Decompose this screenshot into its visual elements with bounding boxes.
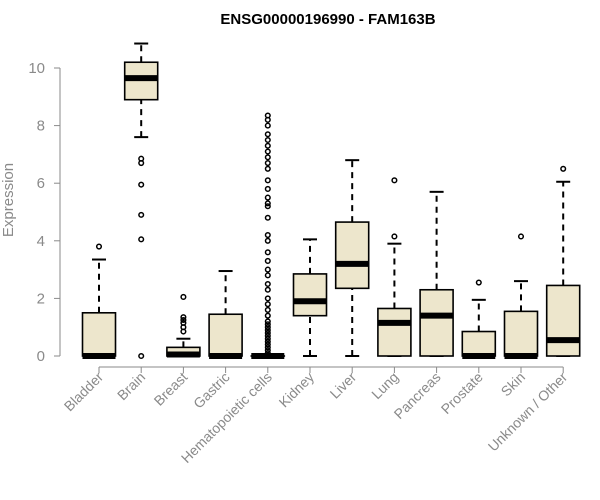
y-tick-label: 8 (37, 118, 45, 135)
chart-title: ENSG00000196990 - FAM163B (220, 11, 435, 28)
y-axis-label: Expression (0, 163, 17, 237)
outlier-point (264, 350, 271, 357)
outlier-point (264, 154, 271, 161)
outlier-point (517, 233, 525, 240)
outlier-point (138, 211, 145, 218)
outlier-point (264, 266, 271, 273)
outlier-point (264, 335, 271, 342)
y-tick-label: 2 (37, 290, 45, 307)
box (292, 273, 328, 317)
box-group (503, 233, 539, 359)
outlier-point (138, 181, 145, 188)
outlier-point (264, 321, 271, 328)
outlier-point (264, 185, 271, 193)
outlier-point (264, 165, 271, 172)
outlier-point (264, 249, 271, 256)
box (81, 311, 117, 357)
x-tick-label: Lung (368, 369, 401, 402)
x-tick-label: Unknown / Other (485, 369, 571, 455)
outlier-point (264, 148, 271, 155)
y-tick-label: 6 (37, 175, 45, 192)
outlier-point (264, 214, 271, 221)
outlier-point (180, 293, 187, 301)
box (461, 330, 497, 357)
box-group (81, 243, 117, 359)
outlier-point (264, 295, 271, 302)
outlier-point (138, 236, 145, 243)
outlier-point (264, 318, 271, 325)
outlier-point (138, 159, 145, 167)
outlier-point (180, 314, 187, 321)
outlier-point (138, 352, 145, 360)
outlier-point (264, 272, 271, 279)
box-group (419, 190, 454, 357)
box-group (334, 159, 370, 357)
outlier-point (264, 142, 271, 149)
box-group (250, 112, 286, 359)
outlier-point (180, 319, 187, 326)
outlier-point (264, 136, 271, 144)
box-group (545, 165, 581, 357)
x-tick-label: Pancreas (391, 369, 444, 422)
outlier-point (264, 324, 271, 331)
outlier-point (264, 306, 271, 313)
outlier-point (264, 177, 271, 184)
outlier-point (264, 257, 271, 265)
y-tick-label: 0 (37, 348, 45, 365)
box-group (461, 279, 497, 359)
box-group (292, 238, 328, 357)
outlier-point (264, 301, 271, 308)
x-tick-label: Skin (498, 369, 529, 400)
outlier-point (264, 329, 271, 337)
outlier-point (264, 237, 271, 244)
box (545, 284, 581, 357)
outlier-point (264, 341, 271, 348)
box (334, 221, 370, 290)
outlier-point (264, 280, 271, 288)
outlier-point (391, 177, 398, 184)
outlier-point (264, 203, 271, 210)
outlier-point (264, 122, 271, 129)
box (503, 310, 539, 357)
x-tick-label: Liver (327, 369, 360, 402)
y-axis: 0 2 4 6 8 10 (28, 60, 61, 365)
x-tick-label: Prostate (438, 369, 486, 417)
outlier-point (264, 194, 271, 201)
x-tick-label: Kidney (276, 369, 318, 411)
x-tick-label: Brain (114, 369, 148, 403)
outlier-point (264, 312, 271, 319)
y-tick-label: 10 (28, 60, 45, 77)
outlier-point (264, 131, 271, 138)
outlier-point (264, 112, 271, 119)
outlier-point (264, 200, 271, 207)
box-group (377, 177, 412, 357)
outlier-point (264, 338, 271, 345)
x-tick-label: Bladder (61, 369, 107, 415)
box (208, 313, 243, 357)
outlier-point (264, 332, 271, 339)
box (377, 307, 412, 357)
outlier-point (264, 286, 271, 293)
box-group (123, 42, 159, 360)
outlier-point (264, 347, 271, 354)
outlier-point (475, 279, 482, 286)
outlier-point (180, 316, 187, 324)
outlier-point (560, 165, 567, 172)
outlier-point (391, 233, 398, 240)
plot-area (81, 42, 581, 360)
outlier-point (95, 243, 103, 250)
outlier-point (264, 327, 271, 334)
box-group (166, 293, 201, 358)
box (419, 288, 454, 357)
outlier-point (264, 344, 271, 351)
x-tick-label: Breast (151, 369, 191, 409)
outlier-point (264, 231, 271, 239)
outlier-point (264, 159, 271, 167)
y-tick-label: 4 (37, 233, 45, 250)
box-group (208, 270, 243, 359)
